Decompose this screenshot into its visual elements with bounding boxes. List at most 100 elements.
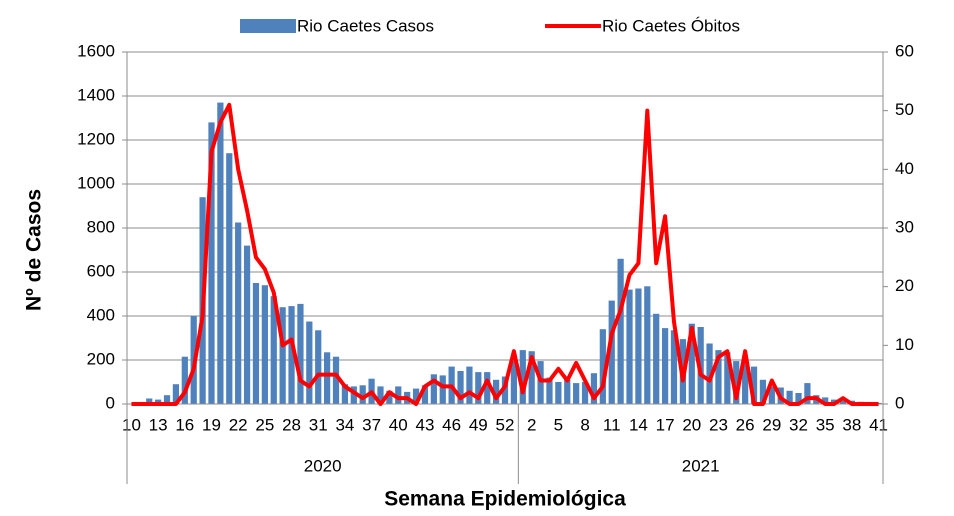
bar (208, 122, 215, 405)
x-tick-label: 11 (603, 415, 621, 434)
x-tick-label: 23 (709, 415, 728, 434)
bar (839, 400, 847, 404)
line (131, 102, 879, 406)
bar (519, 350, 526, 404)
bar (661, 328, 669, 404)
x-tick-label: 37 (362, 415, 381, 434)
y2-tick-label: 0 (895, 393, 904, 412)
x-tick-label: 22 (229, 415, 248, 434)
x-tick-label: 28 (282, 415, 301, 434)
x-tick-label: 32 (789, 415, 808, 434)
bar (555, 382, 562, 404)
bar (146, 398, 153, 404)
bar (324, 352, 331, 404)
y-tick-label: 400 (87, 305, 115, 324)
bar (759, 379, 767, 404)
bar (528, 351, 535, 404)
bar (875, 402, 882, 404)
bar (457, 371, 464, 404)
legend-swatch (240, 19, 296, 33)
bar (644, 286, 651, 404)
bar (270, 296, 277, 404)
bar (795, 393, 802, 404)
bar (742, 363, 749, 404)
bar (715, 350, 722, 404)
bar (626, 289, 633, 404)
x-axis-label: Semana Epidemiológica (384, 488, 626, 511)
y2-tick-label: 50 (895, 100, 914, 119)
x-tick-label: 13 (149, 415, 168, 434)
x-tick-label: 29 (762, 415, 781, 434)
x-tick-label: 38 (842, 415, 861, 434)
x-tick-label: 43 (415, 415, 434, 434)
y-tick-label: 200 (87, 349, 115, 368)
bar (163, 395, 171, 404)
bar (359, 385, 366, 404)
bar (484, 372, 491, 404)
bar (768, 386, 775, 404)
x-tick-label: 14 (629, 415, 648, 434)
bar (653, 313, 660, 404)
x-tick-label: 2 (527, 415, 536, 434)
bar (475, 372, 482, 404)
x-tick-label: 41 (869, 415, 888, 434)
bar (430, 374, 437, 404)
x-tick-label: 35 (816, 415, 835, 434)
bar (306, 321, 313, 404)
y2-tick-label: 20 (895, 276, 914, 295)
legend-label: Rio Caetes Óbitos (602, 16, 740, 35)
bar (288, 306, 295, 404)
bar (564, 379, 571, 404)
bar (822, 397, 829, 404)
bar (261, 285, 268, 404)
bar (332, 356, 340, 404)
y-tick-label: 1400 (77, 85, 115, 104)
bar (733, 361, 740, 404)
bar (350, 386, 357, 404)
y2-tick-label: 30 (895, 217, 914, 236)
bar (670, 330, 678, 404)
x-tick-label: 17 (656, 415, 675, 434)
bar (155, 399, 162, 404)
bar (412, 388, 420, 404)
group-label: 2020 (304, 456, 342, 475)
x-tick-label: 52 (496, 415, 515, 434)
x-tick-label: 34 (335, 415, 354, 434)
x-tick-label: 16 (175, 415, 194, 434)
bar (573, 383, 580, 404)
bar (243, 245, 251, 404)
bar (599, 329, 606, 404)
x-tick-label: 19 (202, 415, 221, 434)
x-tick-label: 40 (389, 415, 408, 434)
x-tick-label: 49 (469, 415, 488, 434)
y2-tick-label: 60 (895, 41, 914, 60)
bar (395, 386, 402, 404)
bar (617, 258, 624, 404)
x-tick-label: 10 (122, 415, 141, 434)
group-label: 2021 (682, 456, 720, 475)
bar (279, 307, 286, 404)
bar (315, 330, 322, 404)
bar (341, 384, 349, 404)
bar (297, 303, 304, 404)
bar (492, 379, 500, 404)
x-tick-label: 46 (442, 415, 461, 434)
bar (466, 366, 473, 404)
bar (226, 153, 233, 404)
bar (688, 323, 695, 404)
bar (724, 352, 731, 404)
x-tick-label: 5 (554, 415, 563, 434)
y-tick-label: 0 (106, 393, 115, 412)
bar (608, 300, 615, 404)
y-axis-label: Nº de Casos (23, 189, 46, 311)
bar (750, 366, 758, 404)
x-tick-label: 25 (255, 415, 274, 434)
bar (510, 361, 518, 404)
bar (501, 376, 509, 404)
x-tick-label: 8 (580, 415, 589, 434)
bar (439, 375, 446, 404)
bar (217, 102, 224, 404)
x-tick-label: 26 (736, 415, 755, 434)
y-tick-label: 1600 (77, 41, 115, 60)
